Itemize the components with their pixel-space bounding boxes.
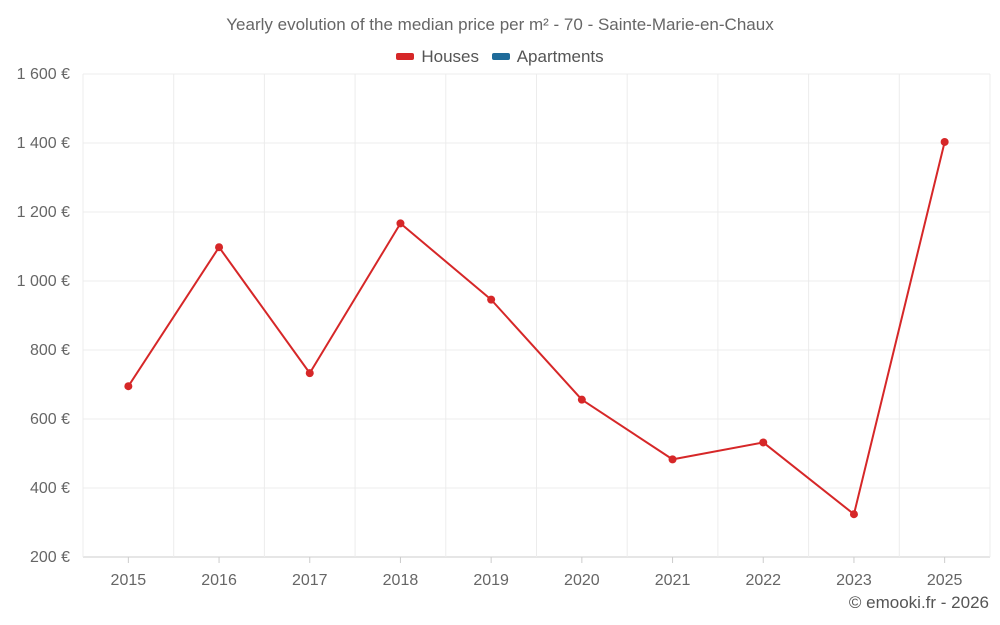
grid — [82, 73, 991, 558]
data-point-houses — [577, 395, 586, 404]
y-tick-label: 800 € — [30, 342, 70, 359]
y-tick-label: 1 000 € — [17, 273, 70, 290]
data-point-houses — [487, 295, 496, 304]
series-line-houses — [127, 141, 946, 516]
data-point-houses — [124, 382, 133, 391]
data-point-houses — [940, 137, 949, 146]
x-tick-label: 2023 — [836, 572, 872, 589]
x-axis: 2015 2016 2017 2018 2019 2020 2021 2022 2023 2025 — [111, 557, 963, 589]
x-tick-label: 2022 — [745, 572, 781, 589]
x-tick-label: 2025 — [927, 572, 963, 589]
legend-item-houses[interactable]: Houses — [396, 47, 479, 67]
data-point-houses — [849, 510, 858, 519]
x-tick-label: 2017 — [292, 572, 328, 589]
legend-swatch-houses — [396, 53, 415, 60]
legend-label-apartments: Apartments — [516, 46, 604, 66]
y-tick-label: 600 € — [30, 411, 70, 428]
legend-swatch-apartments — [491, 53, 510, 60]
x-tick-label: 2020 — [564, 572, 600, 589]
legend-label-houses: Houses — [421, 46, 479, 66]
data-point-houses — [759, 438, 768, 447]
credit-text: © emooki.fr - 2026 — [848, 593, 989, 612]
x-tick-label: 2019 — [473, 572, 509, 589]
legend: Houses Apartments — [0, 45, 1000, 67]
y-tick-label: 1 400 € — [17, 135, 70, 152]
legend-item-apartments[interactable]: Apartments — [491, 46, 604, 67]
data-point-houses — [305, 369, 314, 378]
y-tick-label: 1 600 € — [17, 66, 70, 83]
y-tick-label: 1 200 € — [17, 204, 70, 221]
chart-title: Yearly evolution of the median price per… — [226, 15, 774, 34]
y-axis: 200 € 400 € 600 € 800 € 1 000 € 1 200 € 1 400 … — [17, 66, 70, 566]
x-tick-label: 2016 — [201, 572, 237, 589]
series-group — [124, 137, 949, 519]
data-point-houses — [215, 243, 224, 252]
y-tick-label: 400 € — [30, 480, 70, 497]
y-tick-label: 200 € — [30, 549, 70, 566]
x-tick-label: 2018 — [383, 572, 419, 589]
x-tick-label: 2021 — [655, 572, 691, 589]
x-tick-label: 2015 — [111, 572, 147, 589]
data-point-houses — [668, 455, 677, 464]
data-point-houses — [396, 219, 405, 228]
